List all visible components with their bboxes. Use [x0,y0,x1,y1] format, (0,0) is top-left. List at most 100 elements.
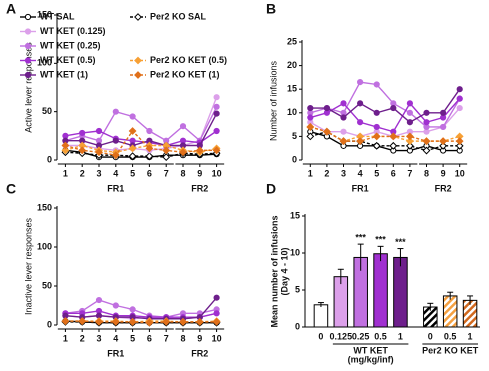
y-tick-label: 150 [37,202,52,212]
marker [405,141,414,150]
error-bar [447,291,454,300]
series-line [310,88,461,124]
legend-label: Per2 KO KET (1) [150,69,220,79]
marker [95,127,103,135]
marker [440,123,447,131]
x-tick-label: 6 [391,168,396,178]
legend-label: WT SAL [40,11,75,21]
y-tick-label: 50 [42,106,52,116]
marker [456,95,463,102]
x-tick-label: 0.25 [352,331,370,341]
error-bar [397,248,404,267]
marker [111,317,120,326]
x-tick-label: 2 [80,168,85,178]
marker [145,318,154,327]
x-tick-label: 1 [468,331,473,341]
significance: *** [375,235,386,245]
marker [357,79,364,86]
marker [95,296,103,304]
marker [373,109,380,116]
marker [405,137,414,146]
group-label: Per2 KO KET [422,345,479,355]
x-group-label: FR1 [107,183,124,193]
group-label: WT KET [353,345,388,355]
legend-marker [24,28,32,35]
error-bar [427,302,434,311]
legend-label: WT KET (0.5) [40,55,96,65]
y-tick-label: 5 [292,131,297,141]
marker [423,119,430,126]
marker [145,152,154,161]
panel-label: C [6,181,16,197]
marker [439,137,448,146]
series-line [65,299,217,318]
y-tick-label: 20 [287,60,297,70]
x-group-label: FR2 [435,183,452,193]
marker [179,123,187,130]
marker [422,137,431,146]
marker [440,109,447,116]
legend-marker [24,71,32,79]
marker [162,153,171,162]
marker [307,114,314,121]
bar [313,304,329,328]
marker [213,110,220,117]
x-tick-label: 3 [96,168,101,178]
marker [213,310,220,317]
marker [356,137,365,146]
x-tick-label: 0 [318,331,323,341]
x-group-label: FR1 [352,183,369,193]
marker [179,148,187,157]
legend-marker [24,57,32,64]
marker [162,146,171,155]
x-tick-label: 10 [455,168,465,178]
marker [405,132,414,141]
x-tick-label: 8 [424,168,429,178]
x-tick-label: 8 [180,333,185,343]
error-bar [357,243,364,271]
marker [423,109,430,116]
marker [306,123,315,131]
marker [213,127,220,135]
marker [95,148,103,157]
x-group-label: FR2 [191,183,208,193]
y-tick-label: 10 [287,107,297,117]
marker [112,302,119,309]
marker [323,104,330,112]
series-line [309,107,461,138]
marker [373,81,380,88]
x-tick-label: 6 [147,333,152,343]
series-line [65,297,218,320]
legend-marker [134,56,142,65]
y-axis-label: Mean number of infusions [269,215,279,327]
marker [389,141,398,150]
legend-label: Per2 KO KET (0.5) [150,55,227,65]
marker [112,108,119,115]
x-tick-label: 2 [324,168,329,178]
legend-marker [134,13,142,21]
marker [213,294,220,301]
legend-marker [24,13,32,21]
y-tick-label: 15 [287,84,297,94]
bar [442,295,458,328]
marker [406,119,413,126]
y-tick-label: 50 [42,280,52,290]
marker [61,146,70,155]
marker [61,317,70,326]
group-sublabel: (mg/kg/inf) [348,354,394,364]
marker [213,103,220,110]
significance: *** [395,237,406,247]
x-tick-label: 1 [63,168,68,178]
error-bar [377,245,384,262]
series-line [65,106,218,142]
marker [340,128,347,135]
x-tick-label: 5 [130,168,135,178]
marker [128,127,137,135]
marker [195,317,204,326]
marker [128,152,137,161]
error-bar [467,295,474,305]
legend-marker [134,71,142,79]
x-tick-label: 7 [164,333,169,343]
